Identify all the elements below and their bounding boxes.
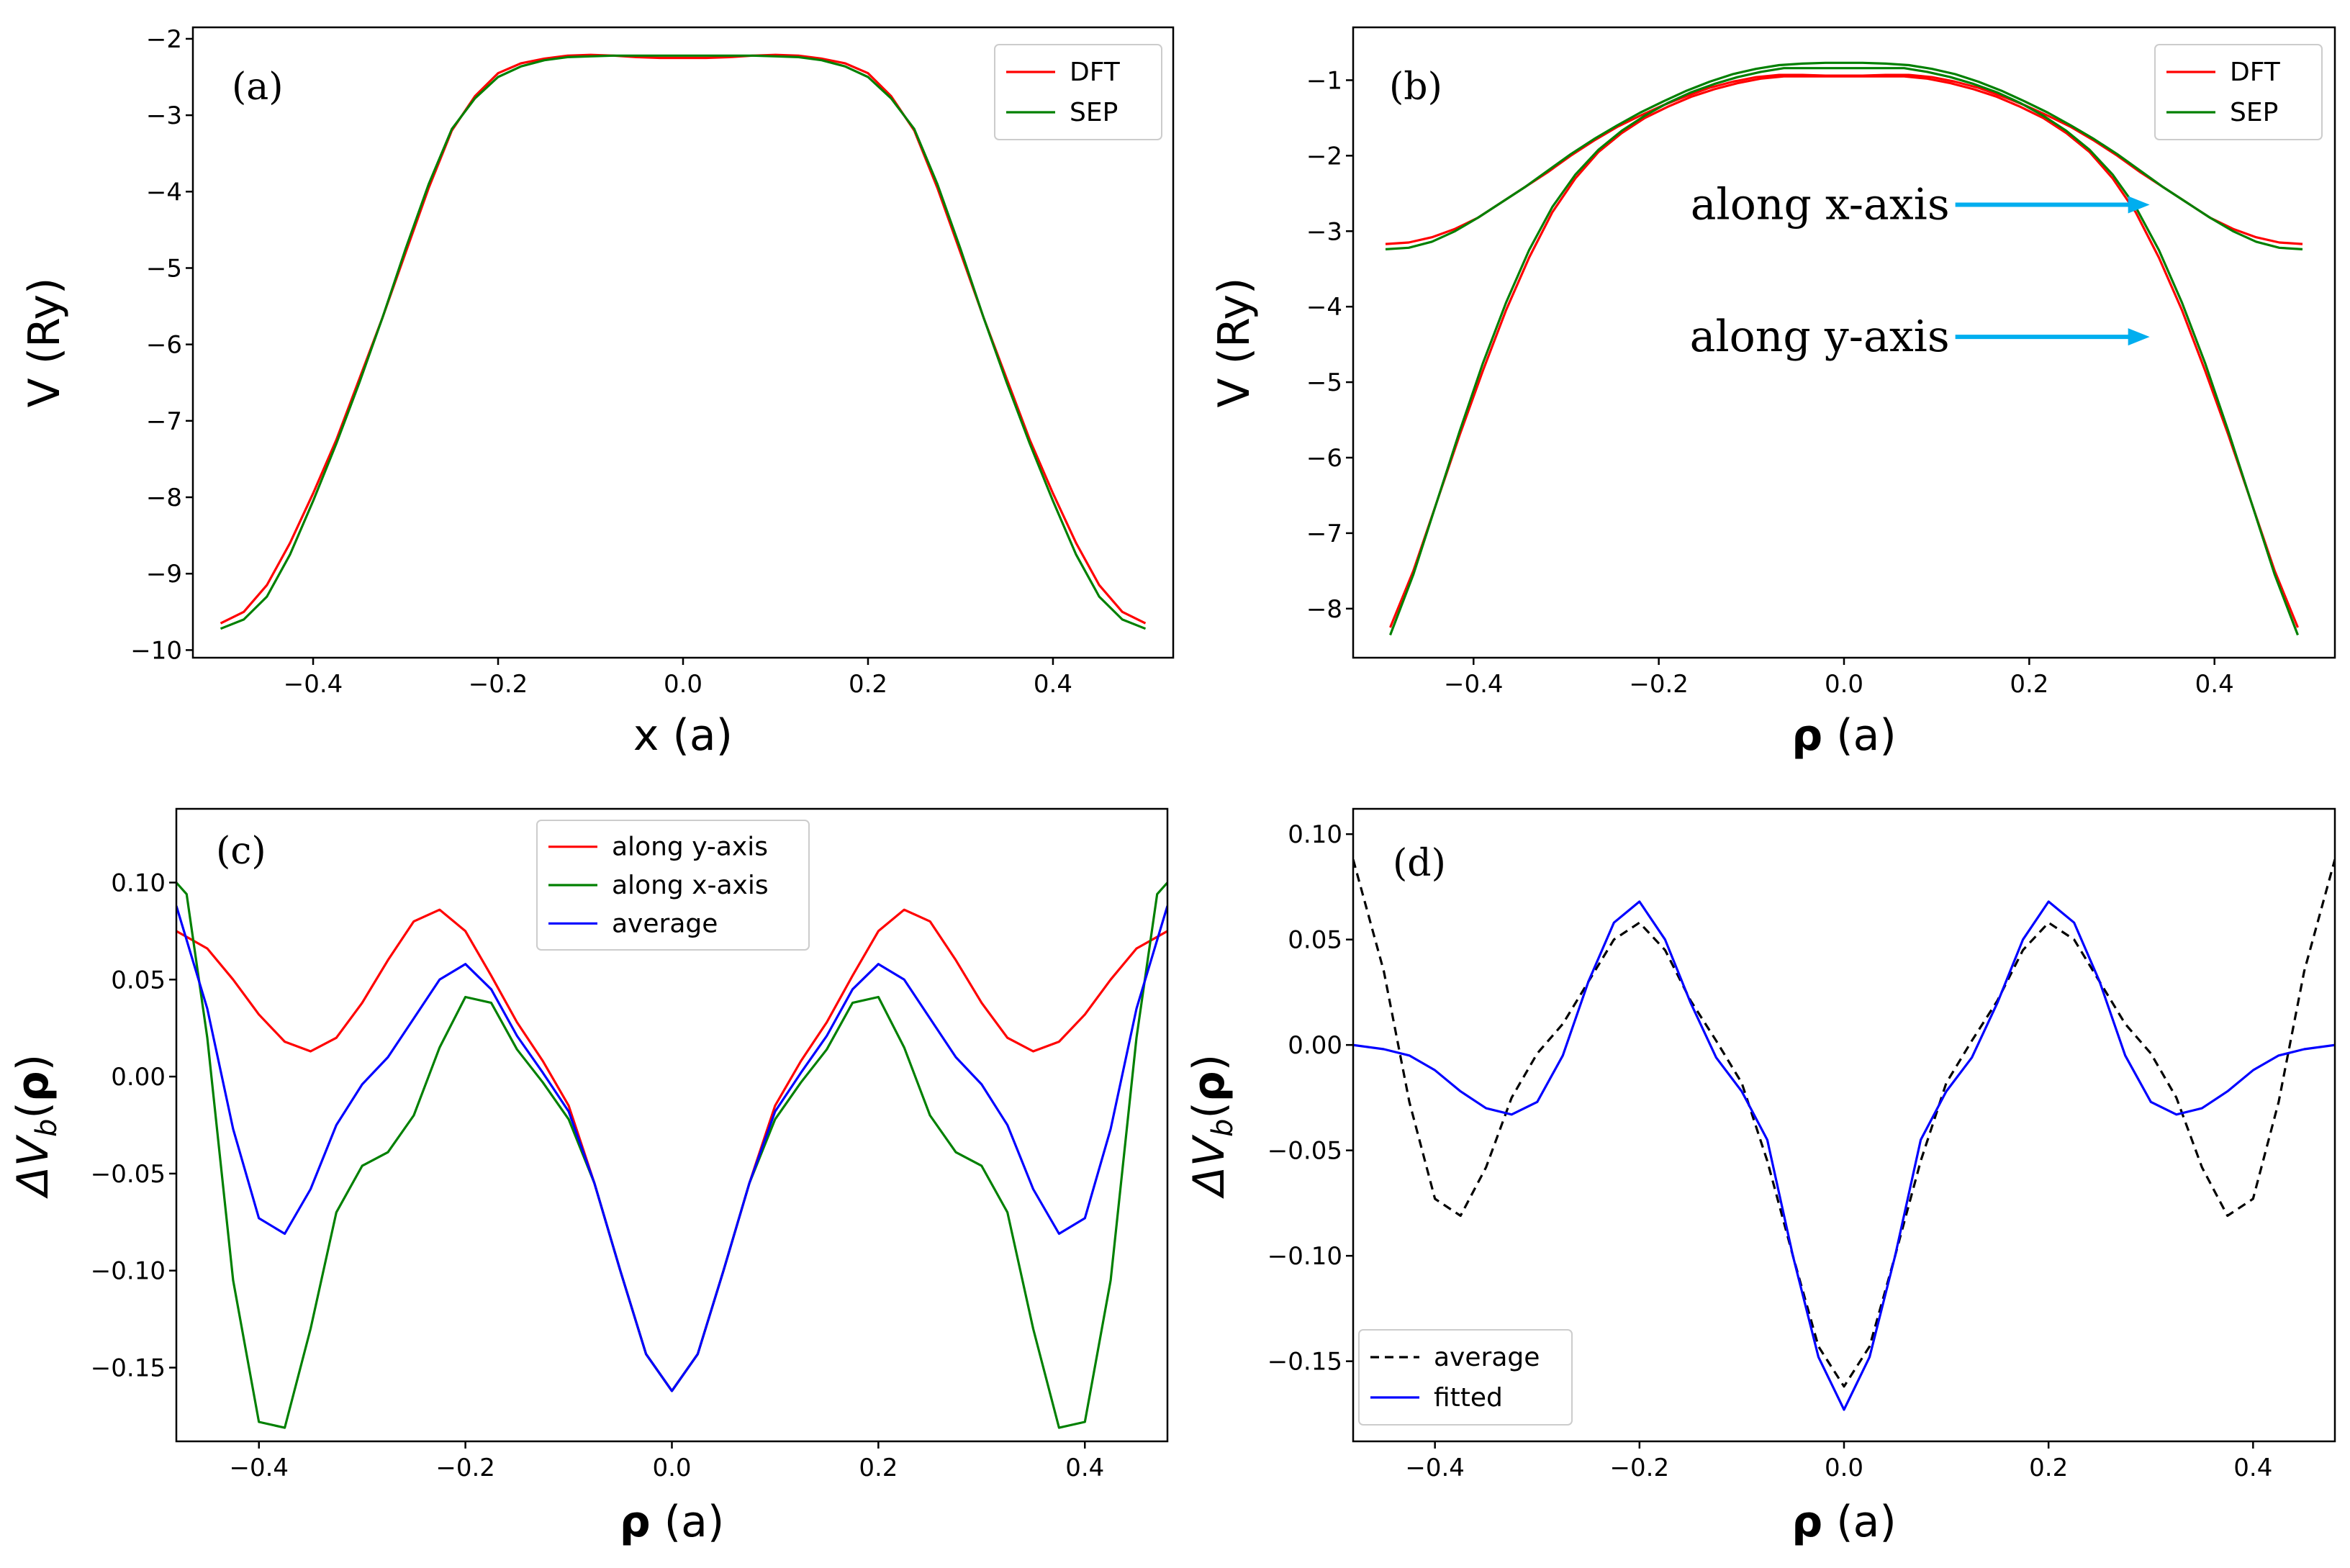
y-tick-label: 0.10	[1288, 820, 1342, 849]
y-tick-label: 0.05	[111, 966, 166, 994]
y-axis-label: ΔVb(ρ)	[8, 1054, 63, 1199]
x-tick-label: 0.0	[1825, 1454, 1863, 1482]
y-tick-label: −7	[146, 407, 182, 436]
legend-label: fitted	[1434, 1383, 1503, 1413]
legend-label: average	[1434, 1343, 1540, 1372]
legend-label: along x-axis	[612, 871, 769, 900]
y-tick-label: −1	[1306, 66, 1342, 95]
y-tick-label: −8	[1306, 595, 1342, 624]
x-tick-label: −0.4	[229, 1454, 289, 1482]
annotation-label: along y-axis	[1690, 312, 1950, 362]
panel-label: (b)	[1389, 65, 1442, 109]
x-tick-label: 0.2	[849, 670, 887, 699]
y-tick-label: −3	[146, 101, 182, 130]
x-axis-label: ρ (a)	[620, 1497, 725, 1547]
y-tick-label: 0.00	[111, 1063, 166, 1092]
annotation-arrow-head	[2128, 196, 2150, 214]
y-tick-label: −8	[146, 484, 182, 512]
y-tick-label: −0.05	[1267, 1137, 1342, 1166]
panel-label: (a)	[232, 65, 284, 109]
y-axis-label: ΔVb(ρ)	[1184, 1054, 1239, 1199]
y-tick-label: −9	[146, 560, 182, 589]
chart-panel-a: −0.4 −0.2 0.0 0.2 0.4 −10 −9 −8 −7 −6 −5 −4 −3 −2 x (a…	[19, 25, 1175, 761]
series-line-dft-along-y-axis	[1389, 75, 2299, 628]
legend-label: SEP	[2230, 98, 2278, 127]
chart-panel-b: −0.4 −0.2 0.0 0.2 0.4 −8 −7 −6 −5 −4 −3 −2 −1 ρ (a) V …	[1209, 26, 2336, 761]
legend-box	[536, 820, 810, 951]
y-tick-label: −10	[130, 636, 182, 665]
y-tick-label: −5	[146, 254, 182, 283]
x-tick-label: −0.2	[469, 670, 528, 699]
x-axis-label: ρ (a)	[1791, 1497, 1897, 1547]
x-tick-label: 0.2	[2010, 670, 2048, 699]
y-axis-label: V (Ry)	[19, 278, 70, 408]
legend-label: SEP	[1070, 98, 1118, 127]
y-tick-label: −0.10	[91, 1257, 166, 1286]
y-tick-label: −4	[1306, 293, 1342, 322]
x-tick-label: −0.2	[435, 1454, 495, 1482]
x-tick-label: 0.4	[2233, 1454, 2272, 1482]
y-tick-label: −0.15	[1267, 1348, 1342, 1377]
chart-panel-c: −0.4 −0.2 0.0 0.2 0.4 −0.15 −0.10 −0.05 0.00 0.05…	[8, 807, 1169, 1547]
series-line-sep-along-y-axis	[1389, 67, 2299, 636]
y-tick-label: −2	[1306, 142, 1342, 171]
x-tick-label: −0.4	[284, 670, 343, 699]
series-line-average	[1353, 858, 2335, 1388]
y-tick-label: −0.10	[1267, 1242, 1342, 1271]
y-tick-label: 0.10	[111, 869, 166, 897]
x-tick-label: −0.2	[1610, 1454, 1670, 1482]
series-line-sep	[220, 54, 1147, 630]
x-tick-label: −0.4	[1405, 1454, 1465, 1482]
legend-label: DFT	[2230, 58, 2281, 87]
legend: along y-axis along x-axis average	[536, 820, 810, 951]
y-tick-label: −5	[1306, 368, 1342, 397]
legend-box	[1358, 1329, 1573, 1426]
series-line-sep-along-x-axis	[1385, 61, 2303, 250]
y-tick-label: −3	[1306, 217, 1342, 246]
y-tick-label: −0.15	[91, 1354, 166, 1383]
legend: DFT SEP	[2154, 44, 2323, 140]
x-tick-label: 0.2	[2029, 1454, 2068, 1482]
x-tick-label: 0.0	[1825, 670, 1863, 699]
y-tick-label: −0.05	[91, 1160, 166, 1189]
x-tick-label: −0.2	[1629, 670, 1689, 699]
legend: average fitted	[1358, 1329, 1573, 1426]
chart-panel-d: −0.4 −0.2 0.0 0.2 0.4 −0.15 −0.10 −0.05 0.00 0.05…	[1184, 807, 2336, 1547]
panel-label: (d)	[1393, 842, 1446, 885]
legend-box	[2154, 44, 2323, 140]
series-line-fitted	[1353, 900, 2335, 1411]
panel-label: (c)	[216, 830, 266, 873]
x-tick-label: −0.4	[1444, 670, 1504, 699]
series-line-average	[176, 905, 1167, 1392]
legend: DFT SEP	[994, 44, 1162, 140]
y-axis-label: V (Ry)	[1209, 278, 1260, 408]
legend-label: along y-axis	[612, 833, 768, 862]
legend-box	[994, 44, 1162, 140]
y-tick-label: −6	[1306, 444, 1342, 473]
x-tick-label: 0.4	[2195, 670, 2234, 699]
x-tick-label: 0.0	[664, 670, 702, 699]
annotation-arrow-head	[2128, 328, 2150, 346]
x-tick-label: 0.2	[859, 1454, 898, 1482]
y-tick-label: 0.05	[1288, 926, 1342, 955]
y-tick-label: −2	[146, 25, 182, 54]
x-tick-label: 0.0	[652, 1454, 691, 1482]
legend-label: DFT	[1070, 58, 1121, 87]
annotation-label: along x-axis	[1691, 180, 1950, 230]
y-tick-label: −6	[146, 331, 182, 360]
x-axis-label: x (a)	[633, 710, 733, 761]
y-tick-label: −7	[1306, 520, 1342, 548]
y-tick-label: −4	[146, 178, 182, 207]
x-axis-label: ρ (a)	[1791, 710, 1897, 761]
legend-label: average	[612, 909, 718, 938]
y-tick-label: 0.00	[1288, 1031, 1342, 1060]
x-tick-label: 0.4	[1034, 670, 1072, 699]
x-tick-label: 0.4	[1065, 1454, 1104, 1482]
